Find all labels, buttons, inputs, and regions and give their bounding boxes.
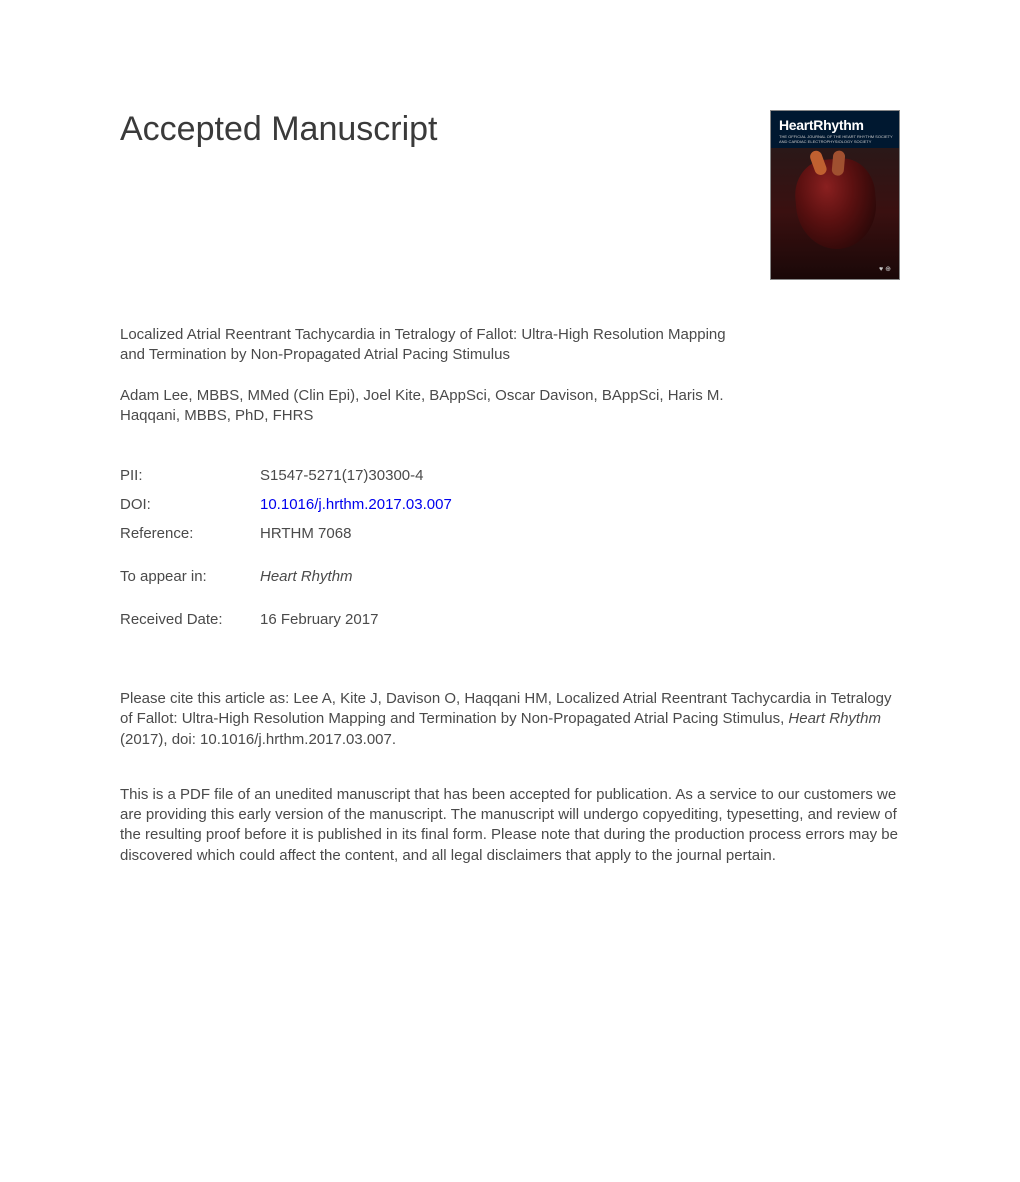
heart-vessel: [808, 149, 828, 177]
citation-journal: Heart Rhythm: [788, 710, 881, 727]
journal-cover-title: HeartRhythm: [779, 117, 864, 133]
meta-value-pii: S1547-5271(17)30300-4: [260, 461, 452, 490]
citation-text: Please cite this article as: Lee A, Kite…: [120, 689, 900, 750]
citation-suffix: (2017), doi: 10.1016/j.hrthm.2017.03.007…: [120, 731, 396, 748]
article-title: Localized Atrial Reentrant Tachycardia i…: [120, 325, 750, 366]
meta-value-appear: Heart Rhythm: [260, 568, 353, 585]
meta-row-received: Received Date: 16 February 2017: [120, 605, 452, 634]
journal-cover-subtitle: THE OFFICIAL JOURNAL OF THE HEART RHYTHM…: [779, 135, 899, 145]
metadata-table: PII: S1547-5271(17)30300-4 DOI: 10.1016/…: [120, 461, 452, 634]
page-heading: Accepted Manuscript: [120, 110, 438, 149]
meta-label-reference: Reference:: [120, 519, 260, 548]
meta-row-appear: To appear in: Heart Rhythm: [120, 562, 452, 591]
meta-value-reference: HRTHM 7068: [260, 519, 452, 548]
meta-gap: [120, 591, 452, 605]
meta-label-pii: PII:: [120, 461, 260, 490]
meta-label-appear: To appear in:: [120, 562, 260, 591]
meta-row-pii: PII: S1547-5271(17)30300-4: [120, 461, 452, 490]
heart-illustration: [792, 156, 880, 253]
citation-prefix: Please cite this article as: Lee A, Kite…: [120, 690, 892, 727]
doi-link[interactable]: 10.1016/j.hrthm.2017.03.007: [260, 496, 452, 513]
cover-logos: ♥ ⊕: [879, 265, 891, 273]
header-row: Accepted Manuscript HeartRhythm THE OFFI…: [120, 110, 900, 280]
meta-label-doi: DOI:: [120, 490, 260, 519]
meta-row-reference: Reference: HRTHM 7068: [120, 519, 452, 548]
meta-label-received: Received Date:: [120, 605, 260, 634]
heart-vessel: [831, 150, 845, 176]
meta-value-received: 16 February 2017: [260, 605, 452, 634]
journal-cover-thumbnail: HeartRhythm THE OFFICIAL JOURNAL OF THE …: [770, 110, 900, 280]
disclaimer-text: This is a PDF file of an unedited manusc…: [120, 785, 900, 866]
article-authors: Adam Lee, MBBS, MMed (Clin Epi), Joel Ki…: [120, 386, 750, 427]
meta-gap: [120, 548, 452, 562]
meta-row-doi: DOI: 10.1016/j.hrthm.2017.03.007: [120, 490, 452, 519]
